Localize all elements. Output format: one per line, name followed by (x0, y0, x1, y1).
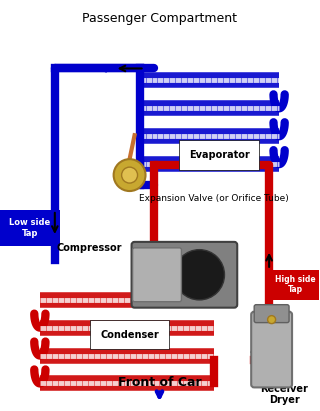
Text: Receiver
Dryer: Receiver Dryer (260, 383, 308, 405)
FancyBboxPatch shape (132, 248, 181, 302)
Text: Evaporator: Evaporator (189, 150, 250, 160)
Circle shape (268, 316, 276, 323)
Circle shape (174, 249, 224, 300)
FancyBboxPatch shape (132, 242, 237, 308)
FancyBboxPatch shape (254, 305, 289, 323)
Text: Passenger Compartment: Passenger Compartment (82, 12, 237, 25)
Text: High side
Tap: High side Tap (275, 275, 315, 294)
Text: Compressor: Compressor (57, 243, 123, 253)
Text: Front of Car: Front of Car (118, 376, 201, 389)
Circle shape (114, 159, 146, 191)
Bar (270, 270, 319, 300)
Circle shape (122, 167, 138, 183)
Text: Low side
Tap: Low side Tap (9, 218, 51, 238)
Bar (0, 210, 60, 246)
Text: Expansion Valve (or Orifice Tube): Expansion Valve (or Orifice Tube) (140, 194, 289, 203)
Text: Condenser: Condenser (100, 330, 159, 339)
FancyBboxPatch shape (251, 312, 292, 388)
